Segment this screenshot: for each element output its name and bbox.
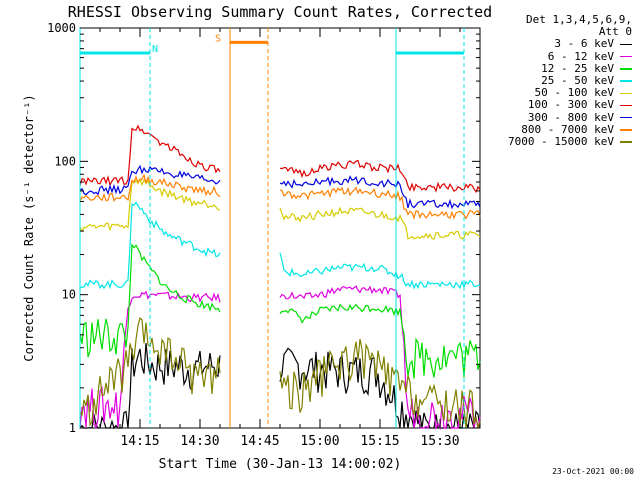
legend-item-label: 6 - 12 keV (547, 49, 614, 63)
legend-item-label: 50 - 100 keV (534, 86, 614, 100)
legend-header-line2: Att 0 (598, 25, 632, 39)
legend: Det 1,3,4,5,6,9, Att 0 3 - 6 keV 6 - 12 k… (482, 13, 632, 148)
y-tick-label-2: 100 (54, 154, 76, 168)
series-line-3-1 (279, 252, 480, 290)
series-line-4-0 (79, 177, 221, 233)
x-tick-label-2: 14:45 (240, 434, 279, 449)
legend-item-label: 300 - 800 keV (527, 110, 614, 124)
legend-item-3: 25 - 50 keV (482, 73, 632, 87)
legend-item-label: 12 - 25 keV (541, 61, 614, 75)
series-line-5-1 (279, 159, 481, 194)
legend-item-2: 12 - 25 keV (482, 61, 632, 75)
y-tick-label-3: 1000 (47, 21, 76, 35)
legend-item-8: 7000 - 15000 keV (482, 134, 632, 148)
legend-swatch (620, 55, 632, 58)
footer-date: 23-Oct-2021 00:00 (552, 467, 634, 476)
series-line-7-1 (279, 186, 481, 220)
x-tick-label-5: 15:30 (420, 434, 459, 449)
x-axis-label: Start Time (30-Jan-13 14:00:02) (159, 457, 402, 472)
series-line-3-0 (79, 201, 221, 290)
x-tick-label-3: 15:00 (300, 434, 339, 449)
legend-item-label: 800 - 7000 keV (521, 122, 614, 136)
axis-layer: 1 10 100 1000 14:15 14:30 14:45 15:00 15:15 15:30 (47, 21, 480, 449)
x-tick-label-4: 15:15 (360, 434, 399, 449)
legend-swatch (620, 43, 632, 46)
series-line-6-1 (279, 175, 481, 210)
legend-item-0: 3 - 6 keV (482, 38, 632, 50)
legend-rows: 3 - 6 keV 6 - 12 keV 12 - 25 keV 25 - 50 ke… (482, 38, 632, 148)
series-line-4-1 (279, 206, 481, 240)
legend-item-5: 100 - 300 keV (482, 99, 632, 111)
legend-swatch (620, 68, 632, 70)
legend-swatch (620, 141, 632, 143)
series-line-1-1 (279, 285, 481, 431)
y-tick-label-1: 10 (62, 288, 76, 302)
legend-item-7: 800 - 7000 keV (482, 122, 632, 136)
legend-header-line1: Det 1,3,4,5,6,9, (526, 13, 632, 26)
series-line-6-0 (79, 164, 221, 196)
y-tick-label-0: 1 (69, 421, 76, 435)
plot-frame (79, 27, 481, 429)
legend-item-4: 50 - 100 keV (482, 86, 632, 100)
legend-item-6: 300 - 800 keV (482, 110, 632, 124)
legend-item-label: 3 - 6 keV (554, 37, 614, 51)
annotation-label-0: N (152, 44, 158, 55)
series-line-2-1 (279, 303, 481, 379)
legend-swatch (620, 129, 632, 131)
legend-item-1: 6 - 12 keV (482, 49, 632, 63)
x-tick-label-1: 14:30 (180, 434, 219, 449)
legend-item-label: 100 - 300 keV (527, 98, 614, 112)
series-line-8-1 (279, 338, 481, 428)
legend-swatch (620, 80, 632, 82)
y-axis-label: Corrected Count Rate (s⁻¹ detector⁻¹) (22, 94, 36, 361)
legend-item-label: 25 - 50 keV (541, 73, 614, 87)
series-layer (79, 124, 481, 431)
x-tick-label-0: 14:15 (120, 434, 159, 449)
chart-title: RHESSI Observing Summary Count Rates, Co… (68, 3, 492, 21)
legend-item-label: 7000 - 15000 keV (508, 134, 614, 148)
legend-swatch (620, 104, 632, 107)
annotation-layer: NS (79, 28, 465, 428)
legend-swatch (620, 92, 632, 94)
legend-swatch (620, 116, 632, 119)
plot-area (79, 27, 481, 429)
annotation-label-2: S (215, 33, 221, 44)
